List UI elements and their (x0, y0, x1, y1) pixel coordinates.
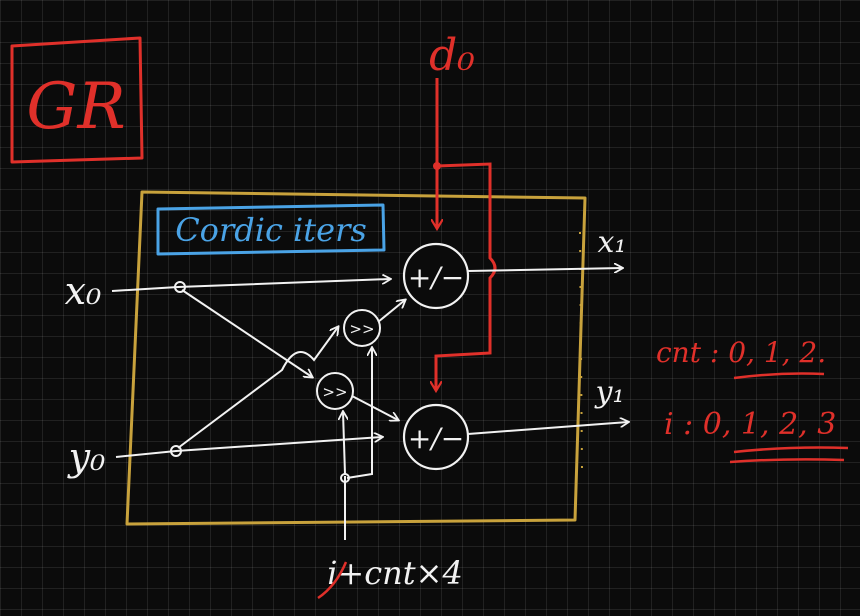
cnt-note-text: cnt : 0, 1, 2. (656, 336, 826, 369)
d0-label: d₀ (429, 30, 475, 81)
shifter-top: >> (343, 309, 381, 347)
gr-title-box: GR (10, 36, 144, 164)
gr-title-text: GR (26, 70, 125, 144)
y0-label: y₀ (67, 435, 106, 479)
x1-wire (467, 268, 622, 271)
index-expression-text: i+cnt×4 (327, 554, 463, 592)
y0-to-shifter-top (177, 327, 338, 449)
i-note: i : 0, 1, 2, 3 (664, 407, 849, 464)
block-divider (579, 231, 583, 471)
cnt-note: cnt : 0, 1, 2. (656, 336, 826, 380)
y0-input: y₀ (67, 435, 382, 479)
adder-top-label: +/− (408, 261, 464, 294)
index-to-shifter-top (346, 348, 372, 479)
x1-output: x₁ (467, 225, 627, 271)
x0-wire (111, 279, 390, 292)
shifter-top-label: >> (349, 320, 374, 338)
y1-output: y₁ (467, 375, 628, 435)
cordic-label-text: Cordic iters (175, 211, 367, 249)
index-to-shifter-bottom (343, 412, 345, 475)
x0-to-shifter-bottom (181, 289, 312, 377)
index-i-accent (317, 561, 348, 600)
x0-input: x₀ (65, 269, 390, 313)
d0-control: d₀ (429, 30, 497, 390)
shifter-bottom: >> (316, 372, 354, 410)
y1-wire (467, 422, 628, 435)
x0-junction (174, 281, 186, 293)
cordic-label-box: Cordic iters (156, 203, 386, 256)
y0-junction (170, 445, 182, 457)
adder-bottom-label: +/− (408, 422, 464, 455)
adder-bottom: +/− (402, 403, 470, 471)
index-expression: i+cnt×4 (317, 554, 463, 600)
x0-label: x₀ (65, 269, 102, 313)
y0-wire (115, 437, 382, 458)
y1-label: y₁ (594, 375, 625, 410)
i-note-text: i : 0, 1, 2, 3 (664, 407, 836, 442)
adder-top: +/− (402, 242, 470, 310)
d0-arrow-bottom (436, 162, 497, 390)
i-underline-1 (733, 446, 849, 454)
shifter-bottom-out (351, 395, 398, 420)
shifter-bottom-label: >> (322, 383, 347, 401)
shifter-top-out (377, 300, 405, 323)
x1-label: x₁ (598, 225, 627, 260)
cnt-underline (733, 372, 825, 380)
i-underline-2 (729, 458, 845, 464)
